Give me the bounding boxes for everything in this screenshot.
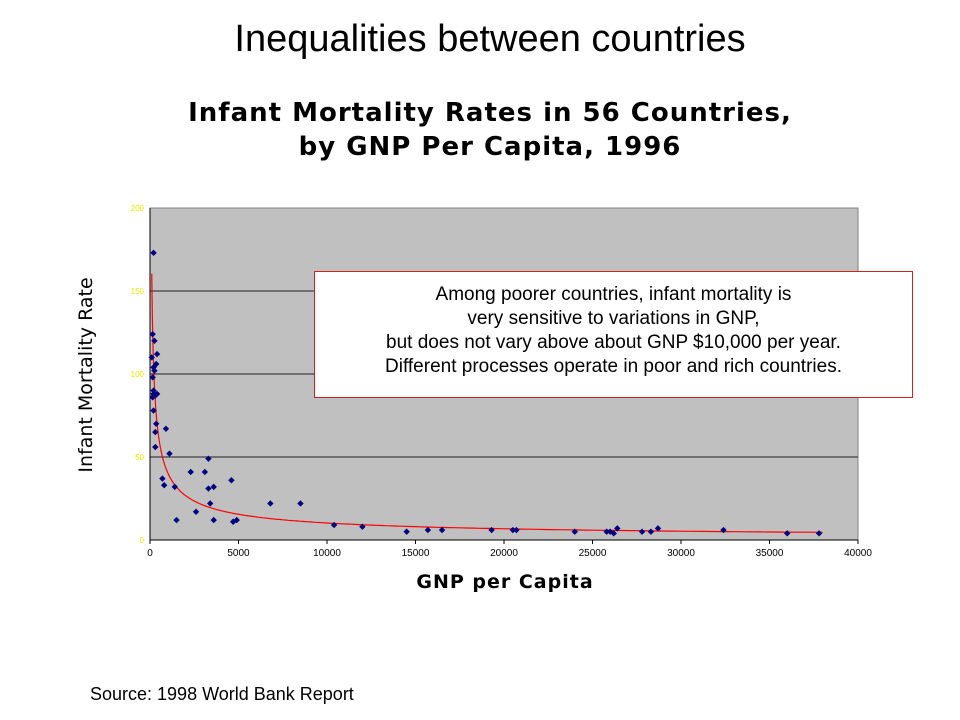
data-point — [171, 483, 178, 491]
data-point — [148, 354, 155, 361]
data-point — [153, 350, 161, 358]
data-point — [815, 530, 823, 537]
tick-labels: 0 50 100 150 200 0 5000 10000 15000 20000 25000 300… — [131, 204, 873, 559]
y-tick-label: 100 — [131, 370, 145, 379]
data-point — [638, 528, 646, 535]
data-point — [201, 468, 209, 476]
data-point — [152, 428, 159, 436]
data-point — [571, 528, 578, 535]
data-point — [150, 407, 157, 414]
data-point — [166, 450, 173, 457]
data-point — [150, 387, 157, 394]
data-point — [610, 530, 617, 537]
data-point — [784, 530, 791, 537]
data-point — [173, 516, 180, 524]
data-point — [438, 526, 446, 534]
data-point — [205, 455, 212, 462]
annotation-line-4: Different processes operate in poor and … — [385, 356, 842, 377]
data-point — [614, 525, 621, 532]
x-tick-label: 40000 — [844, 548, 872, 559]
y-tick-label: 150 — [131, 287, 145, 296]
data-point — [149, 374, 156, 381]
data-point — [159, 475, 166, 482]
data-point — [603, 528, 610, 535]
data-point — [359, 523, 366, 530]
x-tick-label: 15000 — [402, 548, 430, 559]
x-tick-label: 35000 — [756, 548, 784, 559]
data-point — [509, 526, 517, 534]
data-point — [228, 477, 235, 484]
x-axis-label: GNP per Capita — [416, 571, 593, 593]
annotation-line-1: Among poorer countries, infant mortality… — [435, 284, 792, 305]
annotation-line-2: very sensitive to variations in GNP, — [467, 308, 760, 329]
x-tick-label: 25000 — [579, 548, 607, 559]
data-point — [149, 330, 156, 338]
slide-title: Inequalities between countries — [234, 18, 746, 60]
data-point — [162, 425, 170, 432]
annotation-line-3: but does not vary above about GNP $10,00… — [386, 332, 841, 353]
data-point — [152, 420, 160, 427]
y-tick-label: 0 — [140, 536, 145, 545]
x-tick-label: 5000 — [227, 548, 250, 559]
data-point — [330, 521, 338, 529]
data-point — [647, 528, 655, 535]
data-point — [607, 528, 614, 535]
data-point — [152, 360, 160, 368]
data-point — [205, 485, 212, 492]
data-point — [150, 249, 157, 257]
y-tick-label: 200 — [131, 204, 145, 213]
data-point — [152, 443, 159, 451]
chart-title-line-2: by GNP Per Capita, 1996 — [298, 132, 682, 162]
x-tick-label: 20000 — [490, 548, 518, 559]
data-point — [192, 508, 200, 515]
data-point — [151, 367, 158, 374]
chart-title-line-1: Infant Mortality Rates in 56 Countries, — [188, 98, 792, 128]
data-point — [267, 500, 274, 507]
data-point — [720, 526, 727, 534]
data-point — [424, 526, 432, 534]
x-tick-label: 10000 — [313, 548, 341, 559]
y-axis-label: Infant Mortality Rate — [75, 277, 97, 472]
data-point — [513, 526, 520, 534]
data-point — [403, 528, 410, 535]
data-point — [210, 516, 217, 524]
y-tick-label: 50 — [135, 453, 144, 462]
data-point — [153, 390, 161, 398]
data-point — [488, 526, 495, 534]
data-point — [151, 337, 158, 344]
data-point — [206, 500, 214, 507]
annotation-box: Among poorer countries, infant mortality… — [314, 271, 913, 398]
data-point — [233, 516, 240, 524]
source-note: Source: 1998 World Bank Report — [90, 684, 354, 704]
x-tick-label: 30000 — [667, 548, 695, 559]
data-point — [160, 482, 168, 489]
data-points — [148, 249, 823, 537]
x-tick-label: 0 — [147, 548, 153, 559]
data-point — [187, 468, 194, 476]
data-point — [210, 483, 217, 491]
data-point — [297, 500, 304, 507]
data-point — [654, 525, 662, 532]
chart-title: Infant Mortality Rates in 56 Countries, … — [140, 96, 840, 164]
